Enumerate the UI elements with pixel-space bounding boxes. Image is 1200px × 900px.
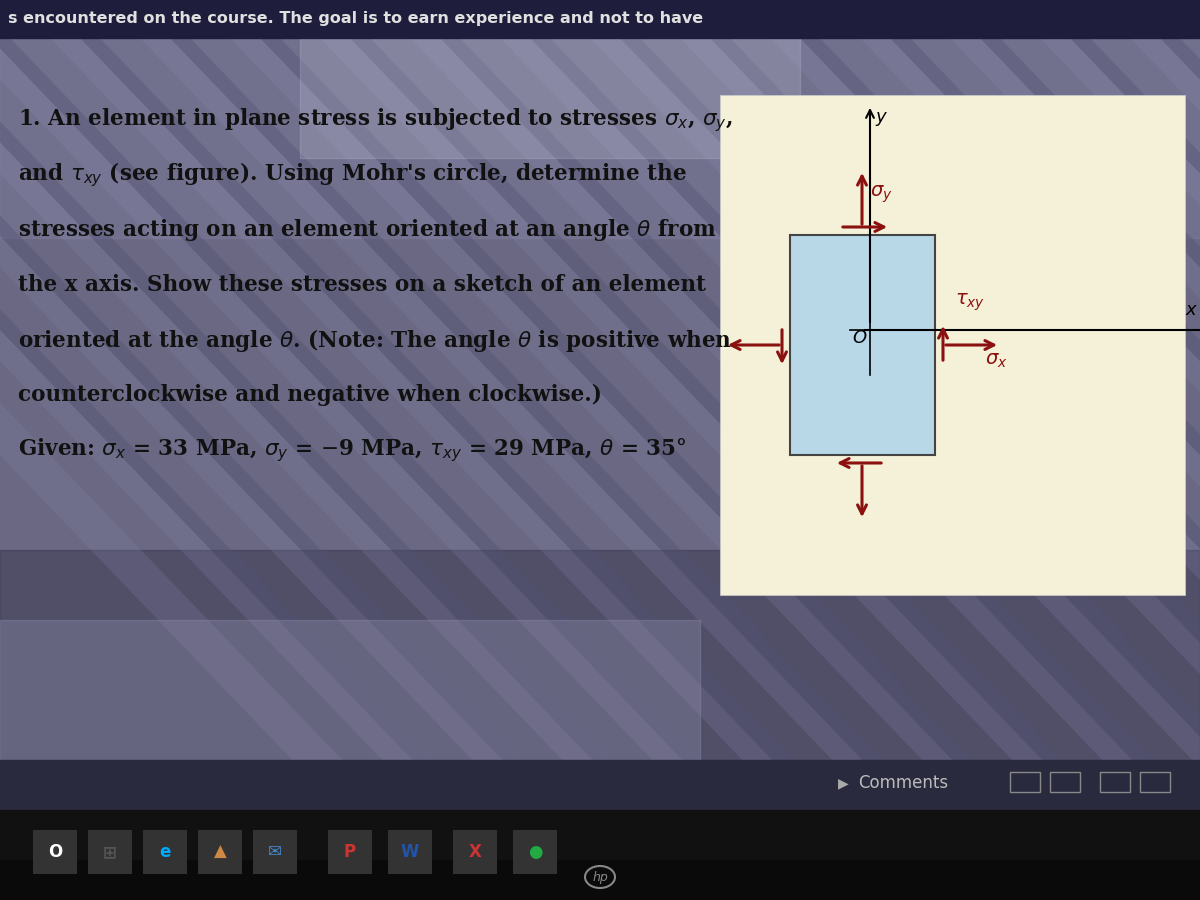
Text: X: X (468, 843, 481, 861)
Polygon shape (860, 38, 1200, 768)
Bar (328, 830, 372, 874)
Polygon shape (0, 38, 620, 768)
Bar (143, 830, 187, 874)
Polygon shape (50, 38, 800, 768)
Text: $\sigma_y$: $\sigma_y$ (870, 184, 893, 205)
Polygon shape (80, 38, 800, 768)
Polygon shape (890, 38, 1200, 768)
Polygon shape (260, 38, 980, 768)
Polygon shape (1040, 38, 1200, 768)
Polygon shape (980, 38, 1200, 768)
Polygon shape (1160, 38, 1200, 768)
Bar (454, 830, 497, 874)
Polygon shape (0, 38, 530, 768)
Text: e: e (160, 843, 170, 861)
Polygon shape (0, 38, 530, 768)
Bar (790, 235, 935, 455)
Text: $y$: $y$ (875, 110, 888, 128)
Text: P: P (344, 843, 356, 861)
Text: Comments: Comments (858, 774, 948, 792)
Text: $\tau_{xy}$: $\tau_{xy}$ (955, 292, 985, 313)
Text: stresses acting on an element oriented at an angle $\theta$ from: stresses acting on an element oriented a… (18, 217, 716, 243)
Polygon shape (800, 38, 1200, 768)
Bar (198, 830, 242, 874)
Polygon shape (1130, 38, 1200, 768)
Polygon shape (680, 38, 1200, 768)
Bar (720, 95, 1186, 595)
Bar (34, 830, 77, 874)
Text: ⊞: ⊞ (103, 843, 116, 861)
Polygon shape (0, 38, 710, 768)
Polygon shape (0, 38, 620, 768)
Polygon shape (320, 38, 1070, 768)
Text: oriented at the angle $\theta$. (Note: The angle $\theta$ is positive when: oriented at the angle $\theta$. (Note: T… (18, 327, 732, 354)
Bar (0, 550, 1200, 770)
Text: $\sigma_x$: $\sigma_x$ (985, 351, 1008, 370)
Bar (0, 38, 1200, 238)
Bar (0, 0, 1200, 38)
Polygon shape (230, 38, 980, 768)
Bar (0, 810, 1200, 900)
Bar (300, 38, 800, 158)
Bar (0, 38, 1200, 768)
Polygon shape (500, 38, 1200, 768)
Polygon shape (950, 38, 1200, 768)
Polygon shape (170, 38, 890, 768)
Text: $O$: $O$ (852, 329, 868, 347)
Text: $x$: $x$ (1186, 301, 1199, 319)
Bar (88, 830, 132, 874)
Polygon shape (0, 38, 440, 768)
Text: ▶: ▶ (838, 776, 848, 790)
Text: the x axis. Show these stresses on a sketch of an element: the x axis. Show these stresses on a ske… (18, 274, 706, 296)
Polygon shape (0, 38, 350, 768)
Text: hp: hp (592, 870, 608, 884)
Text: 1. An element in plane stress is subjected to stresses $\sigma_x$, $\sigma_y$,: 1. An element in plane stress is subject… (18, 106, 733, 134)
Polygon shape (0, 38, 710, 768)
Polygon shape (1070, 38, 1200, 768)
Bar (1140, 772, 1170, 792)
Polygon shape (710, 38, 1200, 768)
Text: counterclockwise and negative when clockwise.): counterclockwise and negative when clock… (18, 384, 602, 406)
Text: Given: $\sigma_x$ = 33 MPa, $\sigma_y$ = $-$9 MPa, $\tau_{xy}$ = 29 MPa, $\theta: Given: $\sigma_x$ = 33 MPa, $\sigma_y$ =… (18, 436, 686, 464)
Text: ●: ● (528, 843, 542, 861)
Polygon shape (620, 38, 1200, 768)
Text: ▲: ▲ (214, 843, 227, 861)
Bar (1050, 772, 1080, 792)
Polygon shape (770, 38, 1200, 768)
Text: s encountered on the course. The goal is to earn experience and not to have: s encountered on the course. The goal is… (8, 12, 703, 26)
Polygon shape (410, 38, 1160, 768)
Text: O: O (48, 843, 62, 861)
Polygon shape (350, 38, 1070, 768)
Text: ✉: ✉ (268, 843, 282, 861)
Bar (388, 830, 432, 874)
Bar (1100, 772, 1130, 792)
Bar (1010, 772, 1040, 792)
Polygon shape (590, 38, 1200, 768)
Bar (0, 760, 1200, 810)
Bar (514, 830, 557, 874)
Polygon shape (440, 38, 1160, 768)
Bar (0, 860, 1200, 900)
Polygon shape (0, 38, 440, 768)
Bar (0, 620, 700, 770)
Text: W: W (401, 843, 419, 861)
Polygon shape (530, 38, 1200, 768)
Bar (253, 830, 298, 874)
Polygon shape (140, 38, 890, 768)
Text: and $\tau_{xy}$ (see figure). Using Mohr's circle, determine the: and $\tau_{xy}$ (see figure). Using Mohr… (18, 160, 686, 189)
